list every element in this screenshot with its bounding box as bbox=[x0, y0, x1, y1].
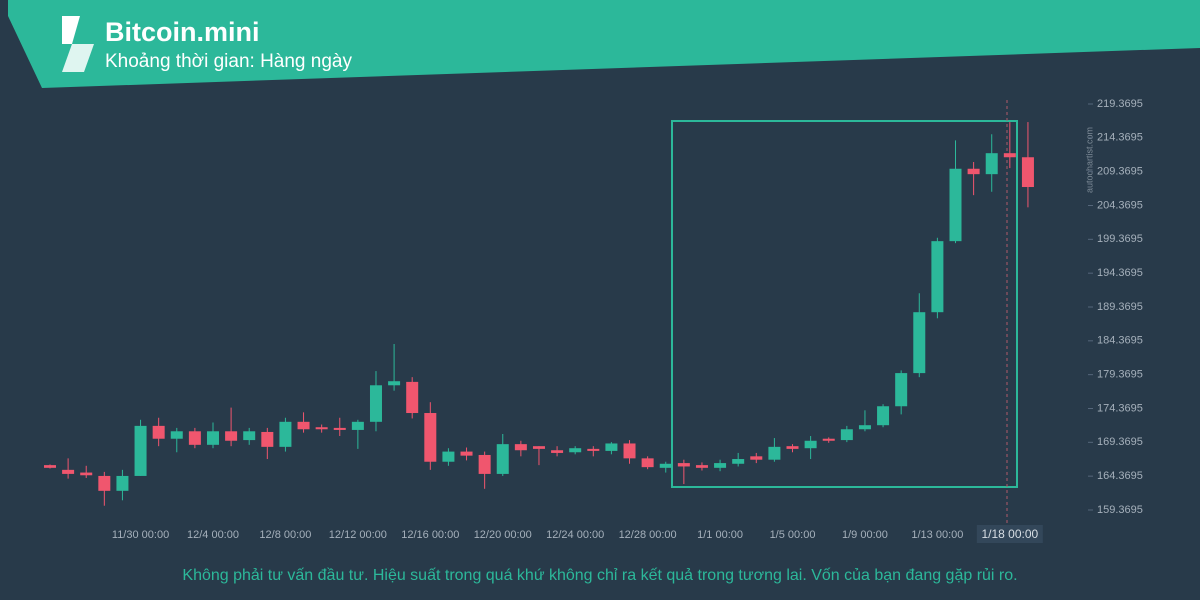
header-banner bbox=[8, 0, 1200, 88]
candle-body bbox=[877, 406, 890, 426]
candle-body bbox=[188, 431, 201, 445]
y-tick-label: 214.3695 bbox=[1097, 132, 1143, 144]
candle-body bbox=[44, 465, 56, 468]
candle-body bbox=[967, 168, 980, 175]
candle-body bbox=[587, 448, 600, 451]
y-tick-label: 159.3695 bbox=[1097, 504, 1143, 516]
candle-body bbox=[134, 425, 147, 476]
y-tick-label: 164.3695 bbox=[1097, 470, 1143, 482]
candle-body bbox=[424, 413, 437, 462]
candle-body bbox=[297, 421, 310, 430]
candle-body bbox=[551, 450, 564, 453]
candle-body bbox=[1003, 153, 1016, 158]
candle-body bbox=[351, 421, 364, 430]
candle-body bbox=[858, 425, 871, 430]
x-tick-label: 12/20 00:00 bbox=[474, 529, 532, 541]
candle-body bbox=[569, 448, 582, 453]
candle-body bbox=[532, 446, 545, 449]
candle-body bbox=[514, 444, 527, 451]
y-tick-label: 184.3695 bbox=[1097, 335, 1143, 347]
candle-body bbox=[206, 431, 219, 445]
y-tick-label: 189.3695 bbox=[1097, 301, 1143, 313]
candle-body bbox=[243, 431, 256, 441]
candle-body bbox=[116, 475, 129, 491]
candle-body bbox=[152, 425, 165, 439]
candle-body bbox=[931, 241, 944, 313]
candle-body bbox=[949, 168, 962, 242]
chart-title: Bitcoin.mini bbox=[105, 17, 260, 47]
candle-body bbox=[496, 444, 509, 474]
x-tick-label: 12/4 00:00 bbox=[187, 529, 239, 541]
candle-body bbox=[442, 451, 455, 462]
y-tick-label: 194.3695 bbox=[1097, 267, 1143, 279]
x-tick-highlight bbox=[976, 525, 1043, 543]
x-tick-label: 11/30 00:00 bbox=[112, 529, 169, 541]
candle-body bbox=[605, 443, 618, 451]
candle-body bbox=[985, 153, 998, 175]
candle-body bbox=[641, 458, 654, 468]
y-tick-label: 169.3695 bbox=[1097, 436, 1143, 448]
y-tick-label: 204.3695 bbox=[1097, 199, 1143, 211]
candle-body bbox=[913, 312, 926, 374]
candle-body bbox=[659, 463, 672, 468]
candle-body bbox=[695, 465, 708, 468]
y-tick-label: 209.3695 bbox=[1097, 166, 1143, 178]
candle-body bbox=[406, 381, 419, 414]
candle-body bbox=[732, 459, 745, 464]
candle-body bbox=[750, 456, 763, 460]
candle-body bbox=[804, 440, 817, 449]
candle-body bbox=[388, 381, 401, 386]
candle-body bbox=[62, 469, 75, 474]
candle-body bbox=[478, 454, 491, 474]
x-tick-label: 1/5 00:00 bbox=[770, 529, 816, 541]
logo bbox=[62, 44, 94, 72]
candle-body bbox=[623, 443, 636, 459]
candle-body bbox=[225, 431, 238, 441]
disclaimer: Không phải tư vấn đầu tư. Hiệu suất tron… bbox=[182, 567, 1017, 584]
candle-body bbox=[170, 431, 183, 439]
candle-body bbox=[786, 446, 799, 449]
candle-body bbox=[1021, 157, 1034, 188]
candle-body bbox=[895, 373, 908, 407]
y-tick-label: 199.3695 bbox=[1097, 233, 1143, 245]
x-tick-label: 1/18 00:00 bbox=[981, 527, 1038, 541]
logo bbox=[62, 16, 80, 44]
candle-body bbox=[369, 385, 382, 422]
candle-body bbox=[333, 427, 346, 430]
candle-body bbox=[315, 427, 328, 430]
y-tick-label: 219.3695 bbox=[1097, 98, 1143, 110]
candle-body bbox=[98, 475, 111, 491]
candle-body bbox=[677, 463, 690, 467]
candle-body bbox=[279, 421, 292, 447]
y-tick-label: 179.3695 bbox=[1097, 369, 1143, 381]
x-tick-label: 1/1 00:00 bbox=[697, 529, 743, 541]
candle-body bbox=[768, 446, 781, 460]
x-tick-label: 1/9 00:00 bbox=[842, 529, 888, 541]
x-tick-label: 12/28 00:00 bbox=[619, 529, 677, 541]
x-tick-label: 1/13 00:00 bbox=[911, 529, 963, 541]
x-tick-label: 12/16 00:00 bbox=[401, 529, 459, 541]
candle-body bbox=[80, 472, 93, 476]
chart-subtitle: Khoảng thời gian: Hàng ngày bbox=[105, 51, 352, 72]
candle-body bbox=[840, 429, 853, 441]
candle-body bbox=[261, 431, 274, 447]
x-tick-label: 12/12 00:00 bbox=[329, 529, 387, 541]
candle-body bbox=[460, 451, 473, 456]
watermark: autochartist.com bbox=[1084, 127, 1094, 193]
candle-body bbox=[822, 438, 835, 441]
x-tick-label: 12/8 00:00 bbox=[259, 529, 311, 541]
candle-body bbox=[714, 463, 727, 468]
pattern-box bbox=[671, 120, 1018, 488]
y-tick-label: 174.3695 bbox=[1097, 402, 1143, 414]
x-tick-label: 12/24 00:00 bbox=[546, 529, 604, 541]
